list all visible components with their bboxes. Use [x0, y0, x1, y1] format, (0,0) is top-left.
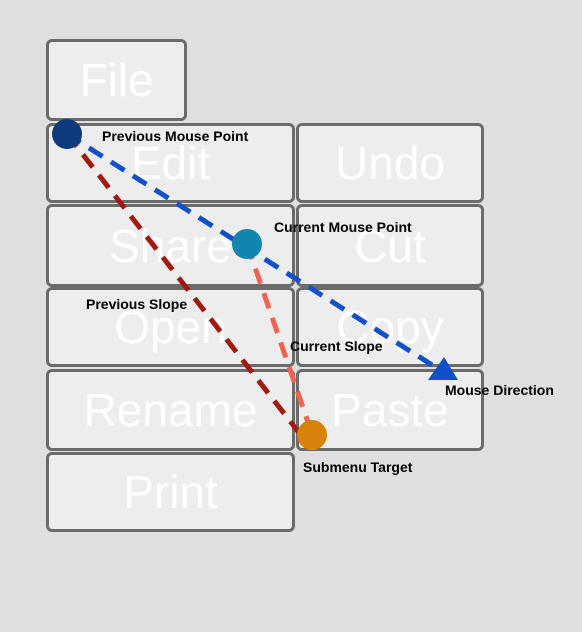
label-previous-slope: Previous Slope: [86, 296, 187, 312]
menu-item-edit[interactable]: Edit: [46, 123, 295, 203]
label-current-mouse-point: Current Mouse Point: [274, 219, 412, 235]
menu-item-open[interactable]: Open: [46, 287, 295, 367]
label-mouse-direction: Mouse Direction: [445, 382, 554, 398]
submenu-item-cut[interactable]: Cut: [296, 204, 484, 287]
mouse-direction-arrowhead: [428, 357, 458, 380]
label-previous-mouse-point: Previous Mouse Point: [102, 128, 249, 144]
submenu-item-paste[interactable]: Paste: [296, 369, 484, 451]
submenu-item-undo[interactable]: Undo: [296, 123, 484, 203]
menu-item-share[interactable]: Share: [46, 204, 295, 287]
submenu-target-point: [297, 420, 327, 450]
current-mouse-point: [232, 229, 262, 259]
menu-item-file[interactable]: File: [46, 39, 187, 121]
submenu-item-copy[interactable]: Copy: [296, 287, 484, 367]
label-current-slope: Current Slope: [290, 338, 383, 354]
previous-slope-line: [65, 132, 302, 436]
menu-item-rename[interactable]: Rename: [46, 369, 295, 451]
label-submenu-target: Submenu Target: [303, 459, 413, 475]
current-slope-line: [244, 243, 315, 435]
previous-mouse-point: [52, 119, 82, 149]
menu-item-print[interactable]: Print: [46, 452, 295, 532]
